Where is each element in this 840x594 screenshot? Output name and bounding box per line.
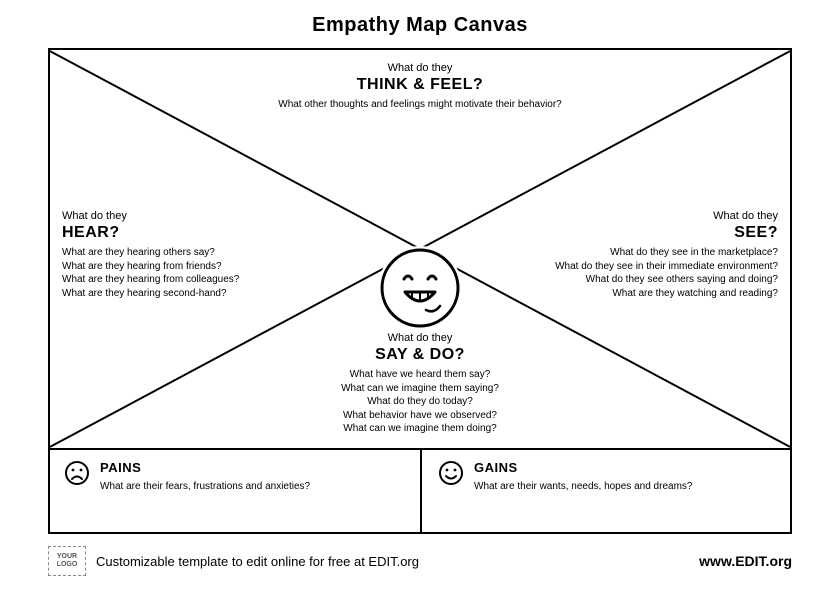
happy-face-icon bbox=[438, 460, 464, 486]
footer: YOUR LOGO Customizable template to edit … bbox=[48, 546, 792, 576]
vertical-divider bbox=[420, 448, 422, 532]
footer-left: YOUR LOGO Customizable template to edit … bbox=[48, 546, 419, 576]
quad-lead: What do they bbox=[250, 332, 590, 344]
gains-section: GAINS What are their wants, needs, hopes… bbox=[438, 460, 778, 492]
sad-face-icon bbox=[64, 460, 90, 486]
persona-face-icon bbox=[378, 246, 462, 330]
quad-desc: What other thoughts and feelings might m… bbox=[220, 98, 620, 112]
footer-url: www.EDIT.org bbox=[699, 553, 792, 569]
quad-title: THINK & FEEL? bbox=[220, 76, 620, 94]
quad-lead: What do they bbox=[518, 210, 778, 222]
gains-title: GAINS bbox=[474, 460, 692, 475]
page-title: Empathy Map Canvas bbox=[0, 0, 840, 45]
quad-desc: What are they hearing others say?What ar… bbox=[62, 246, 292, 300]
empathy-canvas: What do they THINK & FEEL? What other th… bbox=[48, 48, 792, 534]
gains-desc: What are their wants, needs, hopes and d… bbox=[474, 481, 692, 492]
quad-desc: What have we heard them say?What can we … bbox=[250, 368, 590, 436]
logo-placeholder: YOUR LOGO bbox=[48, 546, 86, 576]
pains-section: PAINS What are their fears, frustrations… bbox=[64, 460, 404, 492]
quad-desc: What do they see in the marketplace?What… bbox=[518, 246, 778, 300]
quadrant-see: What do they SEE? What do they see in th… bbox=[518, 210, 778, 300]
quad-title: HEAR? bbox=[62, 224, 292, 242]
quadrant-think-feel: What do they THINK & FEEL? What other th… bbox=[220, 62, 620, 112]
quad-title: SEE? bbox=[518, 224, 778, 242]
quad-lead: What do they bbox=[62, 210, 292, 222]
footer-text: Customizable template to edit online for… bbox=[96, 554, 419, 569]
pains-title: PAINS bbox=[100, 460, 310, 475]
pains-desc: What are their fears, frustrations and a… bbox=[100, 481, 310, 492]
quadrant-hear: What do they HEAR? What are they hearing… bbox=[62, 210, 292, 300]
quad-title: SAY & DO? bbox=[250, 346, 590, 364]
quad-lead: What do they bbox=[220, 62, 620, 74]
quadrant-say-do: What do they SAY & DO? What have we hear… bbox=[250, 332, 590, 436]
